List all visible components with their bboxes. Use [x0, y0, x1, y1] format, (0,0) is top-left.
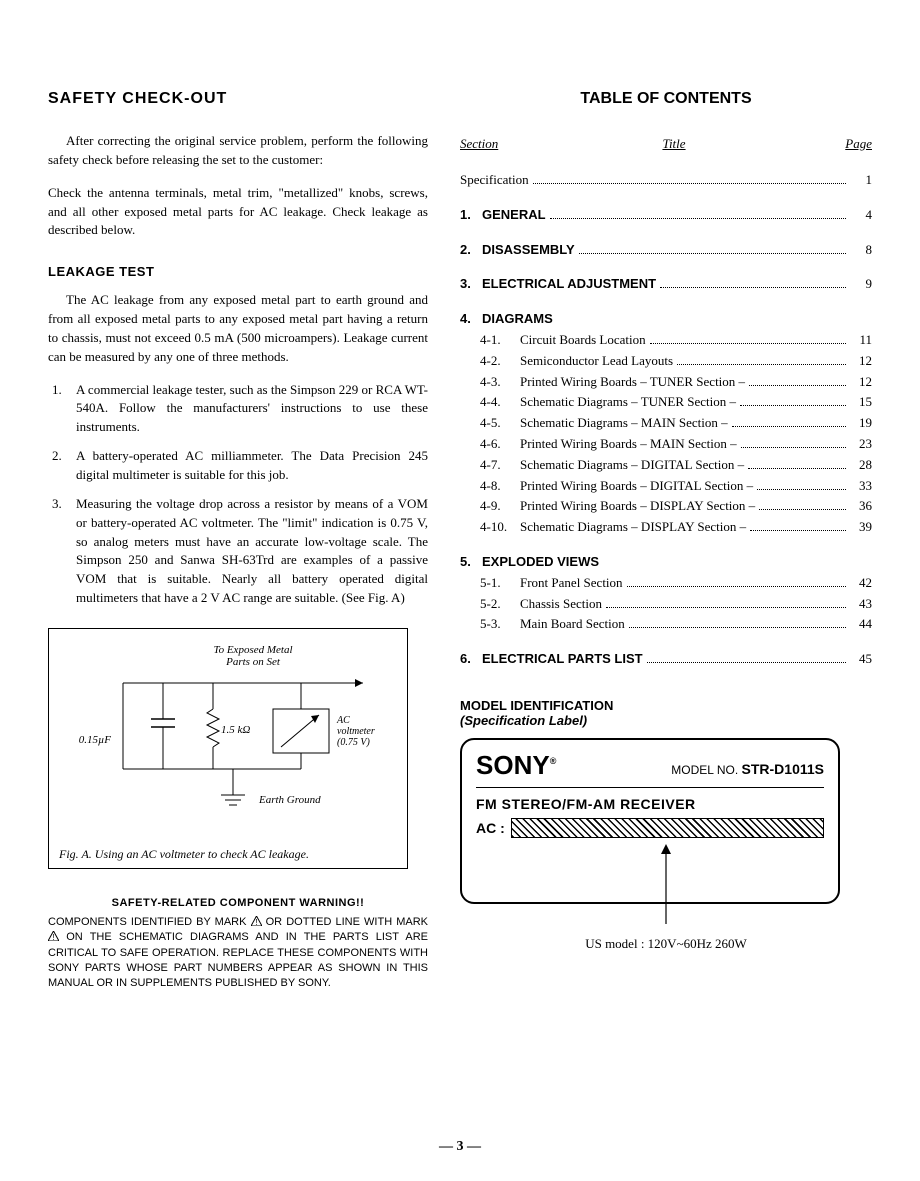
safety-heading: SAFETY CHECK-OUT	[48, 90, 428, 108]
model-id-sub: (Specification Label)	[460, 713, 872, 728]
method-item: A battery-operated AC milliammeter. The …	[48, 447, 428, 485]
figure-a: To Exposed Metal Parts on Set 0.15µF 1.5…	[48, 628, 408, 869]
toc-heading: TABLE OF CONTENTS	[460, 90, 872, 108]
methods-list: A commercial leakage tester, such as the…	[48, 381, 428, 608]
svg-text:AC: AC	[336, 715, 350, 726]
ac-label: AC :	[476, 820, 505, 836]
method-item: A commercial leakage tester, such as the…	[48, 381, 428, 438]
sony-logo: SONY®	[476, 750, 556, 781]
toc-sub-row: 4-5.Schematic Diagrams – MAIN Section –1…	[480, 413, 872, 434]
toc-sub-row: 4-10.Schematic Diagrams – DISPLAY Sectio…	[480, 517, 872, 538]
toc-row-general: 1. GENERAL 4	[460, 205, 872, 226]
leakage-para: The AC leakage from any exposed metal pa…	[48, 291, 428, 366]
intro-para-2: Check the antenna terminals, metal trim,…	[48, 184, 428, 241]
toc-sub-row: 4-4.Schematic Diagrams – TUNER Section –…	[480, 392, 872, 413]
toc-row-electrical-adjust: 3. ELECTRICAL ADJUSTMENT 9	[460, 274, 872, 295]
warning-triangle-icon: !	[48, 931, 59, 941]
svg-text:Parts on Set: Parts on Set	[225, 656, 281, 668]
toc-row-spec: Specification 1	[460, 170, 872, 191]
svg-text:To Exposed Metal: To Exposed Metal	[213, 644, 292, 656]
circuit-diagram: To Exposed Metal Parts on Set 0.15µF 1.5…	[63, 639, 393, 839]
model-id-heading: MODEL IDENTIFICATION	[460, 698, 872, 713]
toc-sub-row: 4-2.Semiconductor Lead Layouts12	[480, 351, 872, 372]
toc-row-parts-list: 6. ELECTRICAL PARTS LIST 45	[460, 649, 872, 670]
toc-sub-row: 4-7.Schematic Diagrams – DIGITAL Section…	[480, 455, 872, 476]
svg-text:!: !	[255, 918, 257, 926]
warning-heading: SAFETY-RELATED COMPONENT WARNING!!	[48, 897, 428, 909]
us-model-text: US model : 120V~60Hz 260W	[460, 936, 872, 952]
toc-sub-row: 4-9.Printed Wiring Boards – DISPLAY Sect…	[480, 496, 872, 517]
toc-sub-row: 4-6.Printed Wiring Boards – MAIN Section…	[480, 434, 872, 455]
warning-triangle-icon: !	[251, 916, 262, 926]
method-item: Measuring the voltage drop across a resi…	[48, 495, 428, 608]
toc-sub-row: 4-1.Circuit Boards Location11	[480, 330, 872, 351]
toc-row-disassembly: 2. DISASSEMBLY 8	[460, 240, 872, 261]
arrow-up-icon	[656, 844, 676, 924]
toc-column-headers: Section Title Page	[460, 136, 872, 152]
warning-body: COMPONENTS IDENTIFIED BY MARK ! OR DOTTE…	[48, 915, 428, 992]
svg-text:voltmeter: voltmeter	[337, 726, 375, 737]
toc-sub-row: 5-1.Front Panel Section42	[480, 573, 872, 594]
ac-hatched-field	[511, 818, 824, 838]
model-number: MODEL NO. STR-D1011S	[671, 761, 824, 777]
toc-row-exploded: 5. EXPLODED VIEWS	[460, 552, 872, 573]
figure-caption: Fig. A. Using an AC voltmeter to check A…	[59, 847, 397, 862]
svg-text:1.5 kΩ: 1.5 kΩ	[221, 724, 250, 736]
toc-sub-row: 5-2.Chassis Section43	[480, 594, 872, 615]
page-number: — 3 —	[0, 1139, 920, 1155]
toc-row-diagrams: 4. DIAGRAMS	[460, 309, 872, 330]
toc-sub-row: 4-3.Printed Wiring Boards – TUNER Sectio…	[480, 372, 872, 393]
svg-text:(0.75 V): (0.75 V)	[337, 737, 370, 748]
intro-para-1: After correcting the original service pr…	[48, 132, 428, 170]
toc-sub-row: 5-3.Main Board Section44	[480, 614, 872, 635]
svg-text:!: !	[52, 933, 54, 941]
svg-text:Earth Ground: Earth Ground	[258, 794, 321, 806]
leakage-heading: LEAKAGE TEST	[48, 264, 428, 279]
label-product-type: FM STEREO/FM-AM RECEIVER	[476, 796, 824, 812]
svg-text:0.15µF: 0.15µF	[79, 734, 112, 746]
toc-sub-row: 4-8.Printed Wiring Boards – DIGITAL Sect…	[480, 476, 872, 497]
